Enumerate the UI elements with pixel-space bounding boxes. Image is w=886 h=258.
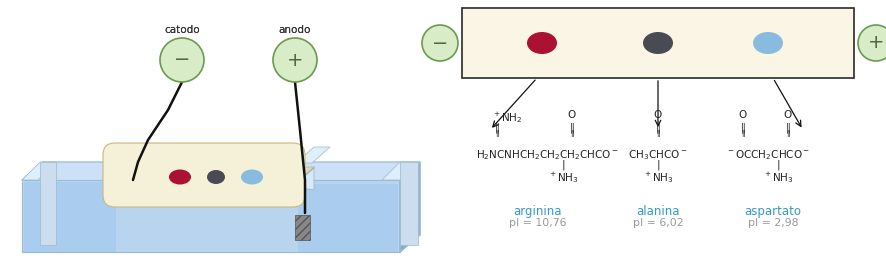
Text: $\mathsf{\|}$: $\mathsf{\|}$ — [569, 121, 574, 135]
Polygon shape — [22, 181, 118, 183]
Polygon shape — [382, 162, 417, 180]
FancyBboxPatch shape — [103, 143, 305, 207]
Polygon shape — [118, 167, 314, 183]
Text: +: + — [867, 34, 883, 52]
Text: pI = 6,02: pI = 6,02 — [632, 218, 682, 228]
Text: O: O — [567, 110, 576, 120]
Text: |: | — [561, 160, 564, 171]
Text: O: O — [738, 110, 746, 120]
Polygon shape — [22, 162, 420, 180]
Text: $\mathsf{\|}$: $\mathsf{\|}$ — [494, 121, 499, 135]
Text: $\mathsf{\|}$: $\mathsf{\|}$ — [740, 128, 744, 139]
Text: catodo: catodo — [164, 25, 199, 35]
Polygon shape — [400, 162, 420, 252]
Text: |: | — [656, 160, 659, 171]
Polygon shape — [400, 162, 417, 245]
Polygon shape — [22, 162, 56, 180]
Polygon shape — [118, 183, 296, 200]
Text: $^-$OCCH$_2$CHCO$^-$: $^-$OCCH$_2$CHCO$^-$ — [725, 148, 809, 162]
Text: $\mathsf{\|}$: $\mathsf{\|}$ — [785, 128, 789, 139]
Polygon shape — [22, 180, 400, 252]
Polygon shape — [296, 147, 330, 163]
Circle shape — [422, 25, 457, 61]
Ellipse shape — [206, 170, 225, 184]
Polygon shape — [118, 147, 136, 164]
Text: $^+$NH$_3$: $^+$NH$_3$ — [762, 170, 792, 185]
Bar — [295, 215, 309, 240]
Text: O: O — [653, 110, 661, 120]
Polygon shape — [40, 162, 56, 245]
Circle shape — [857, 25, 886, 61]
Text: $^+$NH$_2$: $^+$NH$_2$ — [492, 110, 522, 125]
Text: aspartato: aspartato — [743, 205, 801, 218]
Polygon shape — [296, 167, 314, 190]
Text: $\mathsf{\|}$: $\mathsf{\|}$ — [784, 121, 790, 135]
Polygon shape — [118, 147, 136, 190]
Text: $^+$NH$_3$: $^+$NH$_3$ — [547, 170, 578, 185]
Text: CH$_3$CHCO$^-$: CH$_3$CHCO$^-$ — [627, 148, 687, 162]
Text: alanina: alanina — [635, 205, 679, 218]
Text: |: | — [775, 160, 779, 171]
Polygon shape — [298, 184, 398, 252]
Text: pI = 2,98: pI = 2,98 — [747, 218, 797, 228]
Text: $\mathsf{\|}$: $\mathsf{\|}$ — [739, 121, 745, 135]
Polygon shape — [118, 147, 152, 163]
Ellipse shape — [642, 32, 672, 54]
Bar — [462, 8, 853, 78]
Ellipse shape — [241, 170, 263, 184]
Circle shape — [273, 38, 316, 82]
Text: −: − — [431, 34, 447, 52]
Text: +: + — [286, 51, 303, 69]
Ellipse shape — [752, 32, 782, 54]
Text: $\mathsf{\|}$: $\mathsf{\|}$ — [655, 128, 659, 139]
Text: catodo: catodo — [164, 25, 199, 35]
Text: O: O — [783, 110, 791, 120]
Text: $\mathsf{\|}$: $\mathsf{\|}$ — [494, 128, 499, 139]
Text: H$_2$NCNHCH$_2$CH$_2$CH$_2$CHCO$^-$: H$_2$NCNHCH$_2$CH$_2$CH$_2$CHCO$^-$ — [476, 148, 618, 162]
Text: $^+$NH$_3$: $^+$NH$_3$ — [642, 170, 672, 185]
Text: anodo: anodo — [278, 25, 311, 35]
Text: −: − — [174, 51, 190, 69]
Ellipse shape — [526, 32, 556, 54]
Ellipse shape — [169, 170, 190, 184]
Text: pI = 10,76: pI = 10,76 — [509, 218, 566, 228]
Polygon shape — [24, 182, 116, 252]
Circle shape — [159, 38, 204, 82]
Polygon shape — [296, 167, 314, 184]
Text: anodo: anodo — [278, 25, 311, 35]
Text: $\mathsf{\|}$: $\mathsf{\|}$ — [569, 128, 573, 139]
Text: $\mathsf{\|}$: $\mathsf{\|}$ — [655, 121, 660, 135]
Text: arginina: arginina — [513, 205, 562, 218]
